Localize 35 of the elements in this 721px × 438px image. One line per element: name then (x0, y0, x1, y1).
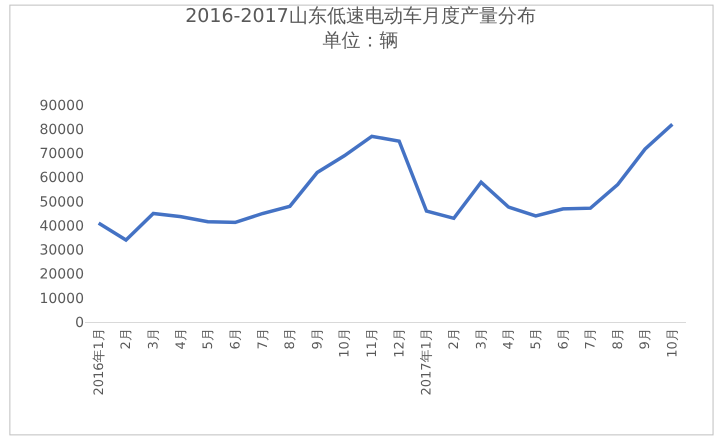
x-tick-label: 7月 (256, 328, 271, 350)
chart-subtitle: 单位：辆 (322, 30, 398, 52)
y-tick-label: 20000 (39, 266, 84, 283)
y-tick-label: 50000 (39, 194, 84, 210)
x-tick-label: 2月 (119, 328, 134, 350)
x-tick-label: 12月 (392, 328, 408, 358)
x-tick-label: 2月 (447, 328, 462, 350)
chart-title: 2016-2017山东低速电动车月度产量分布 (185, 4, 536, 27)
x-tick-label: 3月 (146, 328, 162, 350)
x-tick-label: 10月 (666, 328, 681, 358)
x-tick-label: 7月 (584, 328, 599, 350)
x-tick-label: 6月 (228, 328, 244, 350)
x-tick-label: 8月 (610, 328, 626, 350)
x-tick-label: 4月 (502, 328, 517, 350)
y-tick-label: 10000 (39, 290, 84, 307)
y-tick-label: 30000 (39, 242, 84, 259)
x-tick-label: 2017年1月 (420, 328, 435, 396)
y-tick-label: 0 (75, 314, 84, 331)
y-tick-label: 90000 (39, 98, 84, 114)
x-tick-label: 6月 (556, 328, 572, 350)
y-tick-label: 70000 (39, 146, 84, 162)
y-tick-label: 80000 (39, 122, 84, 138)
x-tick-label: 4月 (174, 328, 189, 350)
y-tick-label: 60000 (39, 170, 84, 186)
x-tick-label: 5月 (201, 328, 216, 350)
x-tick-label: 8月 (283, 328, 298, 350)
x-tick-label: 2016年1月 (92, 328, 107, 396)
x-tick-label: 3月 (474, 328, 490, 350)
x-tick-label: 10月 (338, 328, 353, 358)
x-tick-label: 5月 (528, 328, 544, 350)
x-tick-label: 9月 (638, 328, 654, 350)
line-series (96, 122, 674, 242)
y-tick-label: 40000 (39, 218, 84, 234)
x-tick-label: 11月 (365, 328, 380, 358)
x-tick-label: 9月 (310, 328, 326, 350)
